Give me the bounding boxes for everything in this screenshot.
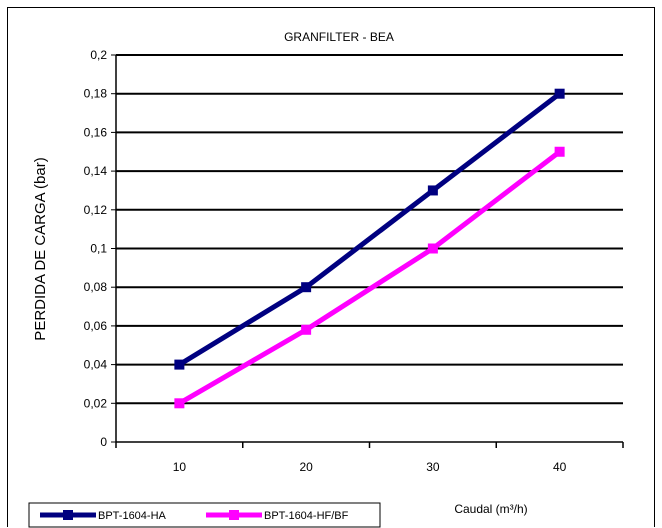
y-tick-label: 0,08	[84, 280, 108, 294]
x-tick-label: 10	[173, 460, 187, 474]
data-point	[554, 88, 565, 99]
y-tick-label: 0,04	[84, 358, 108, 372]
data-point	[427, 185, 438, 196]
legend-label: BPT-1604-HF/BF	[264, 510, 349, 522]
data-point	[427, 243, 438, 254]
y-axis-label: PERDIDA DE CARGA (bar)	[32, 157, 49, 340]
legend-swatch-marker	[229, 510, 239, 520]
x-tick-label: 30	[426, 460, 440, 474]
data-point	[554, 146, 565, 157]
series-line	[178, 149, 562, 406]
y-tick-label: 0,12	[84, 203, 108, 217]
y-ticks: 0 0,02 0,04 0,06 0,08 0,1 0,12 0,14 0,16 0,18 0,2	[84, 48, 116, 449]
y-tick-label: 0,18	[84, 87, 108, 101]
series-lines	[174, 88, 565, 409]
y-tick-label: 0	[100, 435, 107, 449]
x-tick-label: 20	[299, 460, 313, 474]
data-point	[174, 398, 185, 409]
chart-title: GRANFILTER - BEA	[284, 30, 394, 44]
y-tick-label: 0,2	[90, 48, 107, 62]
y-tick-label: 0,1	[90, 242, 107, 256]
data-point	[301, 324, 312, 335]
data-point	[301, 282, 312, 293]
grid-lines	[116, 54, 623, 405]
x-axis-label: Caudal (m³/h)	[454, 502, 527, 516]
data-point	[174, 359, 185, 370]
x-tick-label: 40	[553, 460, 567, 474]
y-tick-label: 0,06	[84, 319, 108, 333]
y-tick-label: 0,02	[84, 396, 108, 410]
y-tick-label: 0,14	[84, 164, 108, 178]
legend-swatch-marker	[63, 510, 73, 520]
y-tick-label: 0,16	[84, 125, 108, 139]
x-ticks: 10 20 30 40	[115, 442, 624, 474]
legend-label: BPT-1604-HA	[98, 510, 167, 522]
series-line	[178, 91, 562, 367]
legend: BPT-1604-HA BPT-1604-HF/BF	[28, 502, 381, 528]
